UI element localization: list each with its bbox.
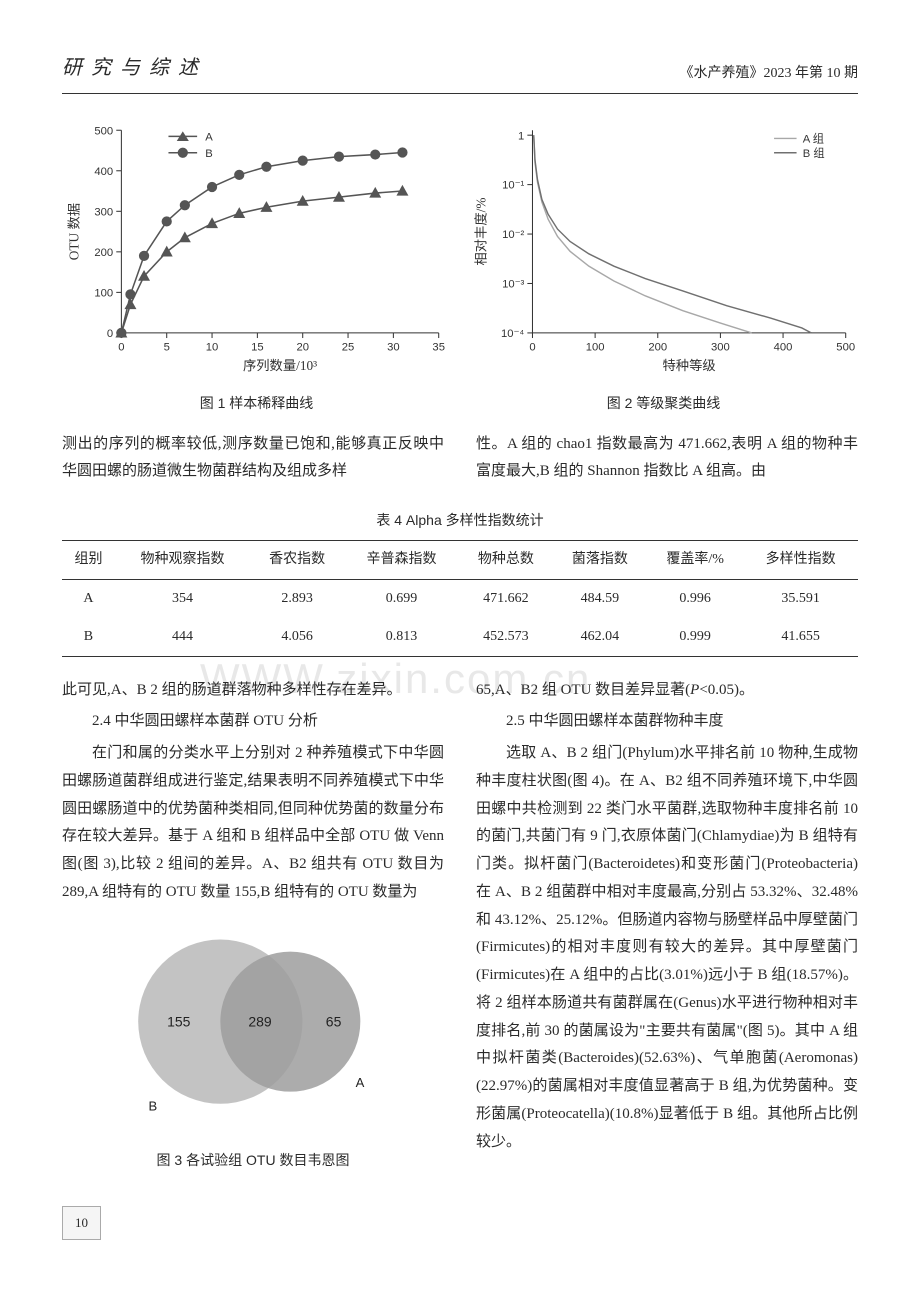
svg-text:相对丰度/%: 相对丰度/% [473, 198, 488, 266]
svg-text:500: 500 [94, 125, 113, 137]
left-p1: 此可见,A、B 2 组的肠道群落物种多样性存在差异。 [62, 677, 444, 705]
svg-text:B: B [205, 148, 213, 160]
svg-text:0: 0 [529, 341, 535, 353]
svg-text:400: 400 [94, 166, 113, 178]
svg-text:100: 100 [94, 287, 113, 299]
table4-col-header: 物种总数 [459, 540, 553, 579]
left-column: 此可见,A、B 2 组的肠道群落物种多样性存在差异。 2.4 中华圆田螺样本菌群… [62, 677, 444, 1174]
svg-text:20: 20 [296, 341, 309, 353]
svg-text:400: 400 [774, 341, 793, 353]
svg-text:300: 300 [711, 341, 730, 353]
fig1-svg: 0 5 10 15 20 25 30 35 0 100 200 300 400 500 序列数量/10³ OT… [62, 120, 451, 376]
svg-text:100: 100 [586, 341, 605, 353]
heading-2-5: 2.5 中华圆田螺样本菌群物种丰度 [476, 708, 858, 736]
header-section-title: 研 究 与 综 述 [62, 50, 200, 87]
upper-para-right: 性。A 组的 chao1 指数最高为 471.662,表明 A 组的物种丰富度最… [476, 431, 858, 487]
right-p1: 65,A、B2 组 OTU 数目差异显著(P<0.05)。 [476, 677, 858, 705]
figure-1: 0 5 10 15 20 25 30 35 0 100 200 300 400 500 序列数量/10³ OT… [62, 120, 451, 417]
upper-para-left: 测出的序列的概率较低,测序数量已饱和,能够真正反映中华圆田螺的肠道微生物菌群结构… [62, 431, 444, 487]
fig2-caption: 图 2 等级聚类曲线 [469, 391, 858, 417]
right-column: 65,A、B2 组 OTU 数目差异显著(P<0.05)。 2.5 中华圆田螺样… [476, 677, 858, 1174]
svg-text:500: 500 [836, 341, 855, 353]
left-p2: 在门和属的分类水平上分别对 2 种养殖模式下中华圆田螺肠道菌群组成进行鉴定,结果… [62, 740, 444, 907]
figure-3: 155 289 65 B A 图 3 各试验组 OTU 数目韦恩图 [62, 919, 444, 1174]
figure-2: 0 100 200 300 400 500 10⁻⁴ 10⁻³ 10⁻² 10⁻¹ 1 特种等级 相对丰… [469, 120, 858, 417]
header-journal-info: 《水产养殖》2023 年第 10 期 [680, 61, 859, 87]
svg-text:OTU 数据: OTU 数据 [66, 203, 81, 260]
svg-text:A: A [356, 1075, 365, 1090]
fig1-caption: 图 1 样本稀释曲线 [62, 391, 451, 417]
main-two-column: 此可见,A、B 2 组的肠道群落物种多样性存在差异。 2.4 中华圆田螺样本菌群… [62, 677, 858, 1174]
svg-text:10: 10 [206, 341, 219, 353]
table4-col-header: 物种观察指数 [115, 540, 250, 579]
table4-header-row: 组别物种观察指数香农指数辛普森指数物种总数菌落指数覆盖率/%多样性指数 [62, 540, 858, 579]
venn-svg: 155 289 65 B A [113, 919, 393, 1134]
page-number: 10 [62, 1206, 101, 1240]
page-header: 研 究 与 综 述 《水产养殖》2023 年第 10 期 [62, 50, 858, 94]
svg-text:A: A [205, 131, 213, 143]
table4-body: A3542.8930.699471.662484.590.99635.591B4… [62, 579, 858, 656]
table4: 组别物种观察指数香农指数辛普森指数物种总数菌落指数覆盖率/%多样性指数 A354… [62, 540, 858, 657]
svg-text:30: 30 [387, 341, 400, 353]
svg-text:200: 200 [648, 341, 667, 353]
svg-text:65: 65 [326, 1013, 342, 1029]
svg-text:B: B [148, 1098, 157, 1113]
page-number-box: 10 [62, 1206, 858, 1240]
svg-text:10⁻⁴: 10⁻⁴ [501, 328, 524, 340]
svg-text:15: 15 [251, 341, 264, 353]
svg-text:10⁻²: 10⁻² [502, 229, 524, 241]
right-p2: 选取 A、B 2 组门(Phylum)水平排名前 10 物种,生成物种丰度柱状图… [476, 740, 858, 1156]
svg-text:300: 300 [94, 206, 113, 218]
table4-title: 表 4 Alpha 多样性指数统计 [62, 508, 858, 534]
svg-text:1: 1 [518, 130, 524, 142]
table4-col-header: 辛普森指数 [344, 540, 459, 579]
fig3-caption: 图 3 各试验组 OTU 数目韦恩图 [62, 1148, 444, 1174]
svg-text:序列数量/10³: 序列数量/10³ [243, 358, 317, 373]
svg-text:0: 0 [118, 341, 124, 353]
charts-row: 051015202530350100200300400500序列数量/10³OT… [62, 120, 858, 417]
table4-row: A3542.8930.699471.662484.590.99635.591 [62, 579, 858, 617]
upper-paragraph-row: 测出的序列的概率较低,测序数量已饱和,能够真正反映中华圆田螺的肠道微生物菌群结构… [62, 431, 858, 487]
table4-row: B4444.0560.813452.573462.040.99941.655 [62, 618, 858, 656]
svg-text:A 组: A 组 [803, 132, 824, 146]
svg-text:35: 35 [432, 341, 445, 353]
table4-col-header: 多样性指数 [743, 540, 858, 579]
fig2-svg: 0 100 200 300 400 500 10⁻⁴ 10⁻³ 10⁻² 10⁻¹ 1 特种等级 相对丰… [469, 120, 858, 376]
svg-text:200: 200 [94, 247, 113, 259]
table4-col-header: 覆盖率/% [647, 540, 743, 579]
svg-text:特种等级: 特种等级 [662, 357, 715, 373]
svg-text:5: 5 [164, 341, 170, 353]
table4-col-header: 菌落指数 [553, 540, 647, 579]
svg-text:B 组: B 组 [803, 146, 825, 160]
svg-text:10⁻³: 10⁻³ [502, 279, 524, 291]
svg-text:289: 289 [248, 1013, 272, 1029]
svg-text:155: 155 [167, 1013, 191, 1029]
table4-col-header: 香农指数 [250, 540, 344, 579]
heading-2-4: 2.4 中华圆田螺样本菌群 OTU 分析 [62, 708, 444, 736]
svg-text:0: 0 [107, 328, 113, 340]
svg-text:25: 25 [342, 341, 355, 353]
svg-text:10⁻¹: 10⁻¹ [502, 180, 524, 192]
table4-col-header: 组别 [62, 540, 115, 579]
